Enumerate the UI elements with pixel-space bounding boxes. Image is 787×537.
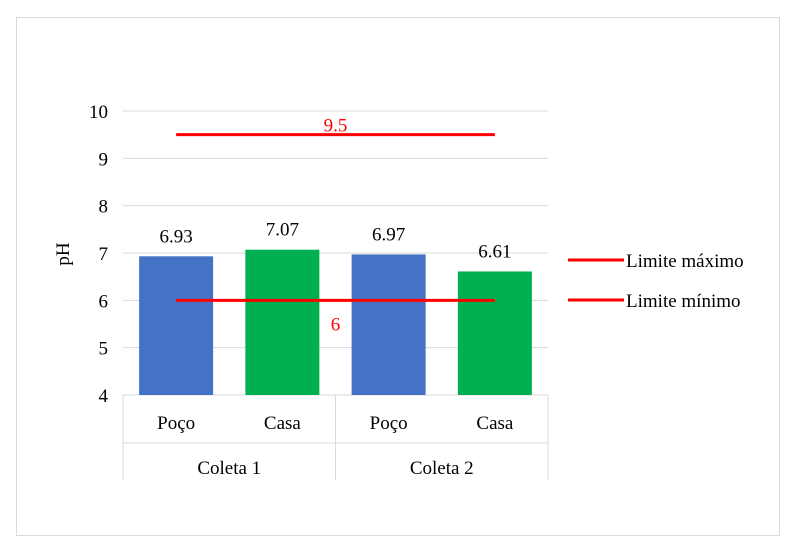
reference-line-label: 6 bbox=[331, 314, 341, 335]
reference-lines: 9.56 bbox=[176, 116, 495, 335]
y-tick-label: 5 bbox=[99, 339, 109, 360]
bar bbox=[351, 254, 426, 395]
bar bbox=[139, 256, 214, 395]
y-axis-label: pH bbox=[53, 242, 74, 266]
category-label: Poço bbox=[157, 413, 195, 434]
y-tick-label: 8 bbox=[99, 197, 109, 218]
bars: 6.93 7.07 6.97 6.61 bbox=[139, 220, 532, 395]
y-tick-label: 10 bbox=[89, 102, 108, 123]
bar-value-label: 6.93 bbox=[160, 226, 193, 247]
bar-value-label: 6.61 bbox=[478, 241, 511, 262]
y-axis-ticks: 4 5 6 7 8 9 10 bbox=[89, 102, 109, 407]
x-axis: Coleta 1 Poço Casa Coleta 2 Poço Casa bbox=[122, 395, 549, 480]
reference-line-label: 9.5 bbox=[324, 116, 348, 137]
y-tick-label: 9 bbox=[99, 149, 109, 170]
category-label: Poço bbox=[370, 413, 408, 434]
y-tick-label: 4 bbox=[99, 386, 109, 407]
group-label: Coleta 2 bbox=[410, 458, 474, 479]
bar-value-label: 7.07 bbox=[266, 220, 299, 241]
legend-label: Limite mínimo bbox=[626, 291, 741, 312]
bar bbox=[457, 271, 532, 395]
category-label: Casa bbox=[476, 413, 514, 434]
bar-value-label: 6.97 bbox=[372, 224, 405, 245]
y-tick-label: 7 bbox=[99, 244, 109, 265]
legend: Limite máximo Limite mínimo bbox=[568, 251, 744, 312]
bar bbox=[245, 249, 320, 395]
legend-label: Limite máximo bbox=[626, 251, 744, 272]
group-label: Coleta 1 bbox=[197, 458, 261, 479]
category-label: Casa bbox=[264, 413, 302, 434]
y-tick-label: 6 bbox=[99, 291, 109, 312]
